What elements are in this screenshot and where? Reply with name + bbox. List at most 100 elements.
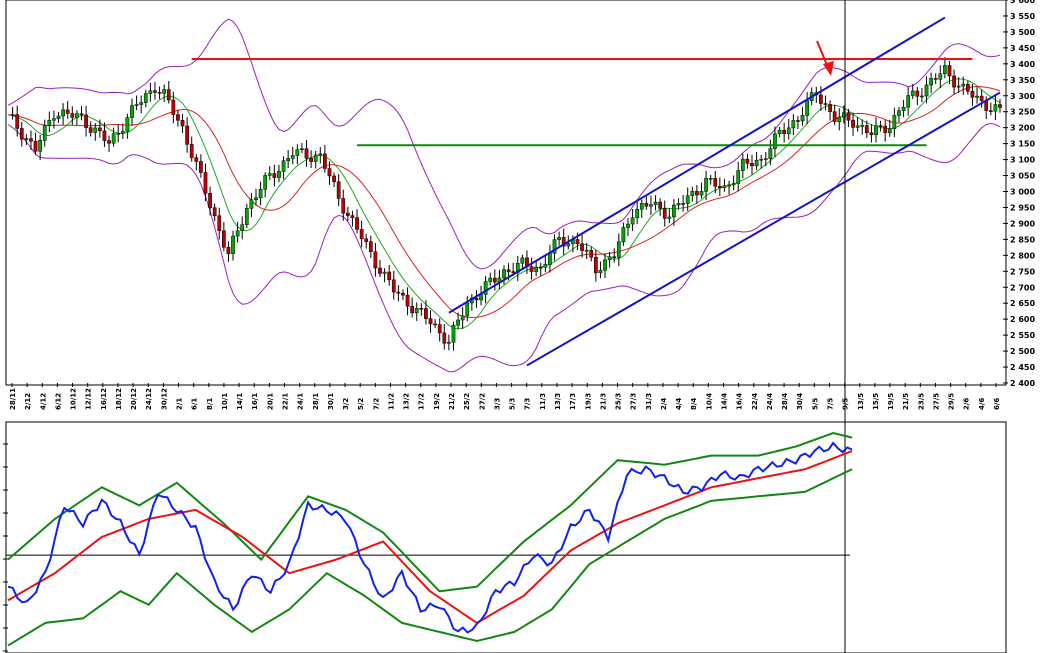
channel-upper-line: [448, 16, 946, 314]
candle-body: [924, 84, 929, 97]
candle-body: [401, 292, 405, 296]
candle-body: [548, 253, 552, 265]
candle-body: [368, 241, 373, 252]
candle-body: [938, 73, 943, 80]
candle-body: [194, 157, 199, 162]
candle-body: [704, 178, 708, 192]
candle-body: [134, 104, 139, 106]
candle-body: [635, 209, 640, 219]
candle-body: [506, 269, 511, 272]
candle-body: [391, 279, 396, 293]
candle-body: [272, 173, 277, 178]
candle-body: [116, 133, 121, 135]
candle-body: [906, 95, 911, 108]
candle-body: [965, 83, 970, 92]
price-tick-label: 3 550: [1010, 12, 1035, 21]
candle-body: [607, 256, 612, 261]
date-tick-label: 11/2: [387, 393, 395, 410]
candle-body: [598, 270, 603, 274]
candle-body: [988, 110, 993, 112]
candle-body: [258, 189, 263, 199]
candle-body: [93, 127, 98, 133]
date-tick-label: 5/2: [357, 398, 365, 410]
candle-body: [681, 203, 685, 205]
candle-body: [208, 193, 212, 208]
arrow-head: [823, 61, 834, 76]
candle-body: [61, 109, 65, 117]
date-tick-label: 13/2: [403, 393, 411, 410]
candle-body: [231, 235, 235, 254]
candle-body: [42, 125, 47, 141]
trend-annotations: [191, 16, 1001, 367]
candle-body: [19, 128, 24, 140]
candle-body: [745, 158, 750, 164]
candle-body: [832, 111, 837, 123]
candle-body: [593, 257, 598, 274]
price-tick-label: 3 400: [1010, 60, 1035, 69]
date-tick-label: 9/5: [842, 398, 850, 410]
candle-body: [433, 323, 437, 326]
candle-body: [88, 127, 93, 133]
price-tick-label: 2 550: [1010, 331, 1035, 340]
candle-body: [943, 65, 947, 74]
date-tick-label: 31/3: [645, 393, 653, 410]
candle-body: [447, 341, 451, 344]
candle-body: [511, 271, 516, 273]
candle-body: [626, 223, 630, 228]
candle-body: [667, 216, 672, 219]
date-tick-label: 6/6: [993, 398, 1001, 410]
candle-body: [295, 149, 300, 156]
candle-body: [993, 104, 998, 112]
candle-body: [300, 148, 304, 150]
date-tick-label: 27/5: [932, 393, 940, 410]
candle-body: [837, 116, 842, 123]
candle-body: [373, 251, 378, 269]
candle-body: [915, 90, 920, 97]
price-tick-label: 2 400: [1010, 379, 1035, 388]
candle-body: [754, 159, 759, 167]
candle-body: [979, 95, 984, 101]
candle-body: [327, 168, 332, 177]
price-tick-label: 2 500: [1010, 347, 1035, 356]
candle-body: [887, 128, 892, 133]
date-tick-label: 2/6: [963, 398, 971, 410]
candle-body: [254, 197, 258, 200]
candle-body: [378, 267, 382, 274]
candle-body: [920, 95, 924, 98]
date-tick-label: 19/2: [433, 393, 441, 410]
candle-body: [226, 247, 231, 254]
candle-body: [603, 259, 607, 271]
candle-body: [290, 155, 295, 159]
price-tick-label: 3 050: [1010, 172, 1035, 181]
candle-body: [382, 271, 387, 274]
candle-body: [796, 120, 800, 122]
candle-body: [130, 105, 134, 118]
channel-lower-line: [526, 91, 1001, 367]
price-tick-label: 2 750: [1010, 267, 1035, 276]
candle-body: [359, 229, 364, 240]
date-tick-label: 2/12: [24, 393, 32, 410]
candle-body: [846, 112, 851, 121]
candle-body: [695, 191, 699, 196]
price-axis: 3 600 3 550 3 500 3 450 3 400 3 350 3 300 3 250…: [1003, 0, 1035, 388]
bollinger-lower-band: [7, 122, 1001, 373]
candle-body: [561, 237, 566, 247]
candle-body: [199, 161, 203, 173]
candle-body: [874, 125, 878, 136]
candle-body: [355, 217, 359, 230]
price-tick-label: 2 850: [1010, 235, 1035, 244]
candle-body: [883, 125, 888, 133]
candle-body: [244, 208, 249, 225]
candle-body: [437, 324, 442, 334]
candle-body: [148, 90, 153, 94]
candle-body: [38, 140, 43, 152]
osc-main-line: [7, 441, 853, 634]
candle-body: [217, 215, 222, 231]
candle-body: [998, 104, 1002, 108]
date-tick-label: 12/12: [85, 388, 93, 410]
candle-body: [488, 277, 493, 282]
date-tick-label: 30/4: [796, 393, 804, 410]
candle-body: [143, 93, 148, 103]
candle-body: [451, 324, 456, 343]
